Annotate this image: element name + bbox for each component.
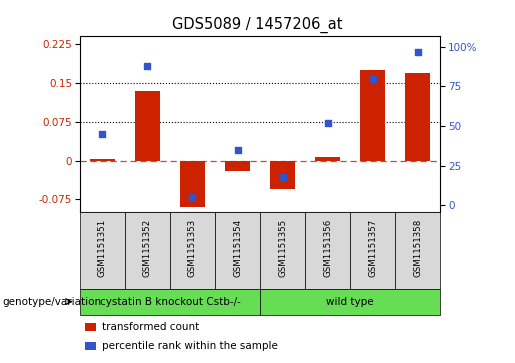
Text: GSM1151356: GSM1151356: [323, 219, 332, 277]
Text: cystatin B knockout Cstb-/-: cystatin B knockout Cstb-/-: [99, 297, 241, 307]
Point: [233, 147, 242, 153]
Point: [188, 195, 197, 200]
Bar: [180, 160, 205, 207]
Text: GSM1151357: GSM1151357: [368, 219, 377, 277]
Text: transformed count: transformed count: [102, 322, 200, 333]
Bar: [90, 159, 115, 160]
Text: percentile rank within the sample: percentile rank within the sample: [102, 341, 279, 351]
Bar: [360, 70, 385, 160]
Text: GDS5089 / 1457206_at: GDS5089 / 1457206_at: [172, 16, 343, 33]
Text: GSM1151351: GSM1151351: [98, 219, 107, 277]
Text: GSM1151354: GSM1151354: [233, 219, 242, 277]
Point: [414, 49, 422, 54]
Text: genotype/variation: genotype/variation: [3, 297, 101, 307]
Bar: [135, 91, 160, 160]
Text: GSM1151353: GSM1151353: [188, 219, 197, 277]
Point: [323, 120, 332, 126]
Point: [369, 76, 377, 81]
Bar: [315, 157, 340, 160]
Text: wild type: wild type: [327, 297, 374, 307]
Point: [98, 131, 107, 137]
Text: GSM1151355: GSM1151355: [278, 219, 287, 277]
Point: [143, 63, 151, 69]
Bar: [225, 160, 250, 171]
Point: [279, 174, 287, 180]
Text: GSM1151352: GSM1151352: [143, 219, 152, 277]
Text: GSM1151358: GSM1151358: [414, 219, 422, 277]
Bar: [270, 160, 295, 189]
Bar: [405, 73, 430, 160]
